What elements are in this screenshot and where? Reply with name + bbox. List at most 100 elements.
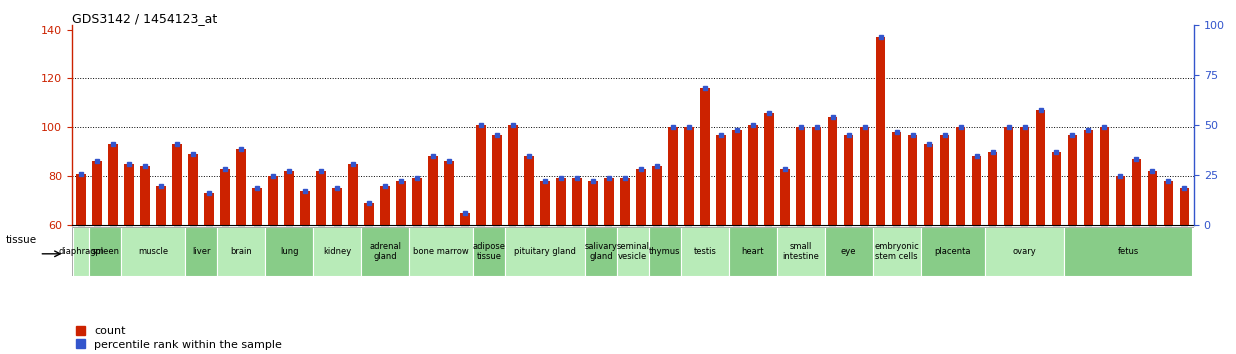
Bar [985,227,1064,276]
Text: liver: liver [192,247,210,256]
Bar [1064,227,1193,276]
Bar [77,173,87,225]
Bar [828,118,838,225]
Bar [649,227,681,276]
Bar [681,227,729,276]
Bar [1020,127,1030,225]
Text: muscle: muscle [138,247,168,256]
Bar [397,181,405,225]
Text: brain: brain [230,247,252,256]
Text: testis: testis [693,247,716,256]
Bar [349,164,358,225]
Text: lung: lung [279,247,298,256]
Text: eye: eye [840,247,857,256]
Bar [873,227,921,276]
Text: placenta: placenta [934,247,970,256]
Text: seminal
vesicle: seminal vesicle [617,242,649,261]
Bar [732,130,742,225]
Bar [620,178,629,225]
Bar [332,188,342,225]
Bar [923,144,933,225]
Bar [365,203,373,225]
Bar [413,178,421,225]
Bar [556,178,566,225]
Bar [300,191,310,225]
Text: fetus: fetus [1117,247,1140,256]
Text: GDS3142 / 1454123_at: GDS3142 / 1454123_at [72,12,218,25]
Bar [185,227,218,276]
Bar [218,227,266,276]
Bar [907,135,917,225]
Bar [780,169,790,225]
Bar [1132,159,1141,225]
Bar [921,227,985,276]
Text: kidney: kidney [323,247,351,256]
Text: diaphragm: diaphragm [58,247,104,256]
Bar [266,227,313,276]
Bar [585,227,617,276]
Bar [492,135,502,225]
Bar [637,169,645,225]
Bar [955,127,965,225]
Text: embryonic
stem cells: embryonic stem cells [874,242,920,261]
Bar [473,227,506,276]
Bar [284,171,294,225]
Bar [172,144,182,225]
Bar [476,125,486,225]
Bar [971,156,981,225]
Bar [748,125,758,225]
Bar [876,37,885,225]
Bar [188,154,198,225]
Bar [125,164,133,225]
Text: small
intestine: small intestine [782,242,819,261]
Bar [1163,181,1173,225]
Bar [1084,130,1094,225]
Bar [141,166,150,225]
Bar [361,227,409,276]
Bar [653,166,661,225]
Bar [506,227,585,276]
Bar [508,125,518,225]
Bar [617,227,649,276]
Bar [812,127,822,225]
Bar [776,227,824,276]
Bar [236,149,246,225]
Bar [1036,110,1046,225]
Text: pituitary gland: pituitary gland [514,247,576,256]
Bar [796,127,806,225]
Bar [268,176,278,225]
Bar [316,171,326,225]
Bar [1116,176,1125,225]
Bar [444,161,454,225]
Bar [93,161,103,225]
Bar [109,144,119,225]
Bar [252,188,262,225]
Bar [1147,171,1157,225]
Legend: count, percentile rank within the sample: count, percentile rank within the sample [72,321,287,354]
Bar [1004,127,1014,225]
Text: salivary
gland: salivary gland [585,242,617,261]
Text: heart: heart [742,247,764,256]
Text: ovary: ovary [1012,247,1037,256]
Text: bone marrow: bone marrow [413,247,468,256]
Bar [860,127,869,225]
Bar [381,186,389,225]
Bar [824,227,873,276]
Bar [572,178,582,225]
Bar [588,181,598,225]
Bar [844,135,853,225]
Bar [524,156,534,225]
Bar [939,135,949,225]
Text: tissue: tissue [6,235,37,245]
Bar [157,186,166,225]
Bar [988,152,997,225]
Bar [729,227,776,276]
Bar [204,193,214,225]
Bar [716,135,726,225]
Bar [409,227,473,276]
Bar [684,127,693,225]
Bar [428,156,438,225]
Bar [313,227,361,276]
Bar [460,213,470,225]
Text: thymus: thymus [649,247,681,256]
